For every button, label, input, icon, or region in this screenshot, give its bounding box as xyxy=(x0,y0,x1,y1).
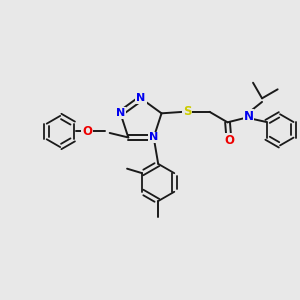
Text: N: N xyxy=(244,110,254,123)
Text: O: O xyxy=(82,125,92,138)
Text: O: O xyxy=(224,134,234,147)
Text: N: N xyxy=(136,93,146,103)
Text: N: N xyxy=(116,108,125,118)
Text: N: N xyxy=(149,133,158,142)
Text: S: S xyxy=(183,105,191,118)
